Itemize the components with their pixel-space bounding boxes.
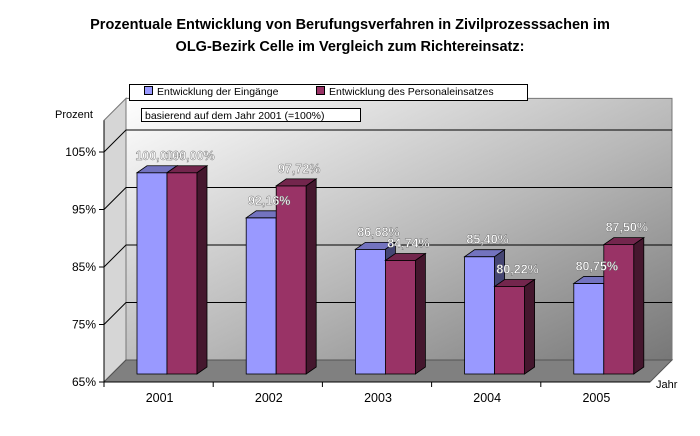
- bar-front: [384, 260, 416, 375]
- y-axis-label: Prozent: [55, 109, 93, 121]
- legend-item-personaleinsatz: Entwicklung des Personaleinsatzes: [316, 86, 494, 99]
- bars: [135, 164, 646, 375]
- baseline-note: basierend auf dem Jahr 2001 (=100%): [141, 108, 361, 122]
- legend-label-personaleinsatz: Entwicklung des Personaleinsatzes: [329, 86, 494, 98]
- gridline: [103, 187, 672, 210]
- chart-title-line-1: Prozentuale Entwicklung von Berufungsver…: [90, 17, 610, 33]
- bar-personaleinsatz: [602, 236, 646, 375]
- data-label: 100,00%: [165, 149, 214, 163]
- gridline: [103, 244, 672, 268]
- chart-title: Prozentuale Entwicklung von Berufungsver…: [0, 14, 700, 58]
- data-label: 85,40%: [466, 233, 508, 247]
- legend: Entwicklung der Eingänge Entwicklung des…: [129, 84, 528, 101]
- bar-side: [414, 252, 426, 375]
- y-tick-label: 85%: [72, 260, 96, 274]
- bar-front: [166, 172, 198, 375]
- bar-front: [275, 185, 307, 375]
- data-label: 87,50%: [606, 221, 648, 235]
- bar-side: [196, 164, 208, 375]
- legend-swatch-personaleinsatz: [316, 86, 325, 95]
- bar-side: [524, 278, 535, 375]
- bar-side: [633, 236, 645, 375]
- chart-title-line-2: OLG-Bezirk Celle im Vergleich zum Richte…: [175, 39, 525, 55]
- data-label: 80,75%: [576, 259, 618, 273]
- data-label: 100,00%: [135, 149, 184, 163]
- x-tick-label: 2005: [582, 391, 610, 405]
- y-tick-label: 65%: [72, 375, 96, 389]
- gridline: [103, 129, 672, 153]
- bar-front: [464, 256, 496, 375]
- data-label: 86,68%: [357, 225, 399, 239]
- bar-front: [245, 217, 277, 375]
- legend-label-eingaenge: Entwicklung der Eingänge: [157, 86, 279, 98]
- data-label: 97,72%: [278, 162, 320, 176]
- bar-personaleinsatz: [493, 278, 536, 375]
- bar-side: [305, 178, 317, 375]
- bar-personaleinsatz: [384, 252, 427, 375]
- bar-front: [573, 283, 605, 375]
- bar-front: [354, 248, 386, 375]
- data-label: 84,74%: [387, 236, 429, 250]
- bar-front: [136, 172, 168, 375]
- x-axis-label: Jahr: [656, 379, 678, 391]
- data-label: 80,22%: [496, 262, 538, 276]
- bar-personaleinsatz: [274, 178, 318, 375]
- x-tick-label: 2002: [255, 391, 283, 405]
- x-tick-label: 2003: [364, 391, 392, 405]
- data-label: 92,16%: [248, 194, 290, 208]
- x-tick-label: 2001: [146, 391, 174, 405]
- legend-item-eingaenge: Entwicklung der Eingänge: [144, 86, 278, 99]
- data-labels: 100,00%100,00% 92,16% 97,72% 86,68%84,74% 85…: [135, 149, 648, 277]
- legend-swatch-eingaenge: [144, 86, 153, 95]
- y-tick-label: 75%: [72, 318, 96, 332]
- bar-personaleinsatz: [165, 164, 209, 375]
- y-tick-label: 105%: [65, 145, 96, 159]
- bar-front: [494, 286, 526, 375]
- y-tick-label: 95%: [72, 203, 96, 217]
- axes: 65% 75% 85% 95% 105% 2001 2002 2003 2004 2005: [65, 120, 650, 405]
- x-tick-label: 2004: [473, 391, 501, 405]
